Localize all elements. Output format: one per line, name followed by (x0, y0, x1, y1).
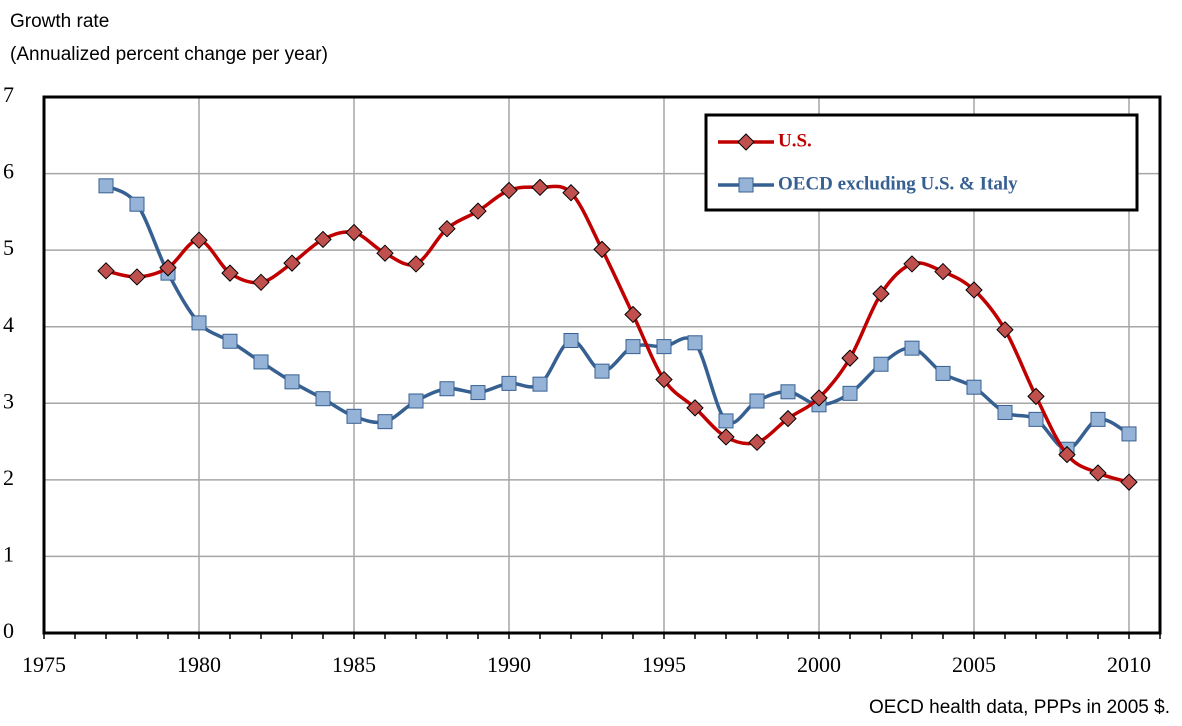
marker (438, 219, 456, 238)
marker (904, 340, 920, 356)
x-tick-label: 2005 (952, 652, 996, 677)
marker (842, 385, 858, 401)
marker (470, 385, 486, 401)
marker (934, 262, 952, 281)
marker (500, 181, 518, 200)
marker (749, 393, 765, 409)
legend-label: U.S. (778, 130, 812, 151)
marker (532, 376, 548, 392)
legend-box (704, 113, 1139, 212)
marker (1058, 445, 1076, 464)
x-tick-label: 1975 (22, 652, 66, 677)
marker (222, 333, 238, 349)
marker (1028, 411, 1044, 427)
series-line (105, 184, 1130, 451)
source-note: OECD health data, PPPs in 2005 $. (869, 697, 1170, 718)
marker (221, 264, 239, 282)
marker (687, 335, 703, 351)
marker (748, 433, 766, 452)
y-tick-label: 6 (3, 159, 14, 184)
marker (966, 379, 982, 395)
x-tick-label: 2010 (1107, 652, 1151, 677)
marker (810, 389, 828, 407)
marker (935, 365, 951, 381)
marker (1089, 464, 1107, 482)
marker (377, 414, 393, 430)
marker (284, 374, 300, 390)
marker (1090, 411, 1106, 427)
y-tick-label: 4 (3, 312, 14, 337)
y-tick-label: 5 (3, 235, 14, 260)
marker (408, 393, 424, 409)
marker (128, 268, 146, 286)
marker (996, 321, 1014, 339)
plot-border (42, 95, 1162, 635)
marker (191, 315, 207, 331)
marker (718, 413, 734, 429)
marker (717, 428, 735, 446)
marker (563, 332, 579, 348)
marker (190, 231, 208, 249)
marker (562, 184, 580, 202)
marker (129, 196, 145, 212)
marker (655, 370, 673, 389)
y-tick-label: 7 (3, 82, 14, 107)
marker (314, 230, 332, 249)
marker (1120, 473, 1138, 491)
marker (737, 133, 755, 151)
series-line (105, 184, 1130, 484)
y-tick-label: 0 (3, 618, 14, 643)
marker (376, 244, 394, 262)
x-tick-label: 2000 (797, 652, 841, 677)
legend-label: OECD excluding U.S. & Italy (778, 173, 1018, 194)
x-tick-label: 1985 (332, 652, 376, 677)
marker (1027, 387, 1045, 406)
marker (439, 381, 455, 397)
y-tick-label: 2 (3, 465, 14, 490)
marker (253, 354, 269, 370)
chart-subtitle: (Annualized percent change per year) (10, 44, 328, 65)
marker (997, 404, 1013, 420)
marker (625, 339, 641, 355)
marker (531, 178, 549, 197)
marker (315, 391, 331, 407)
x-tick-label: 1980 (177, 652, 221, 677)
marker (98, 178, 114, 194)
marker (159, 259, 177, 277)
marker (407, 255, 425, 273)
marker (903, 255, 921, 273)
marker (346, 408, 362, 424)
x-tick-label: 1990 (487, 652, 531, 677)
marker (1121, 426, 1137, 442)
marker (345, 223, 363, 242)
x-tick-label: 1995 (642, 652, 686, 677)
marker (97, 262, 115, 280)
marker (283, 254, 301, 272)
marker (841, 349, 859, 367)
marker (780, 384, 796, 400)
marker (252, 273, 270, 292)
marker (624, 305, 642, 324)
marker (965, 281, 983, 299)
marker (656, 339, 672, 355)
marker (501, 375, 517, 391)
marker (593, 240, 611, 259)
marker (779, 409, 797, 428)
marker (872, 285, 890, 303)
y-tick-label: 1 (3, 541, 14, 566)
marker (469, 202, 487, 220)
y-tick-label: 3 (3, 388, 14, 413)
marker (873, 356, 889, 372)
marker (594, 363, 610, 379)
chart-title: Growth rate (10, 11, 109, 32)
marker (738, 177, 754, 193)
marker (686, 399, 704, 417)
